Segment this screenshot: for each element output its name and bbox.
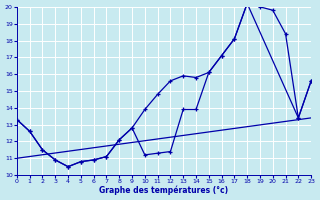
X-axis label: Graphe des températures (°c): Graphe des températures (°c) <box>100 186 228 195</box>
